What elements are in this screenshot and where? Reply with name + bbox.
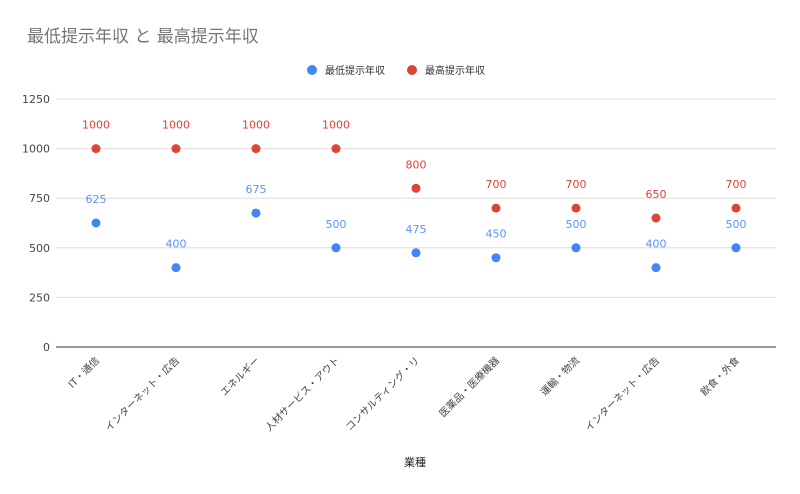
y-tick-label: 500 — [29, 242, 50, 255]
data-point[interactable] — [651, 263, 661, 273]
legend-label: 最高提示年収 — [425, 64, 485, 77]
legend-marker — [407, 65, 417, 75]
data-point[interactable] — [571, 243, 581, 253]
data-point[interactable] — [491, 253, 501, 263]
data-label: 1000 — [162, 119, 190, 132]
data-point[interactable] — [331, 144, 341, 154]
data-label: 700 — [566, 178, 587, 191]
data-label: 500 — [326, 218, 347, 231]
data-label: 500 — [726, 218, 747, 231]
data-label: 500 — [566, 218, 587, 231]
data-label: 650 — [646, 188, 667, 201]
x-tick-label: インターネット・広告 — [102, 354, 182, 434]
legend: 最低提示年収 最高提示年収 — [307, 64, 485, 77]
data-label: 675 — [246, 183, 267, 196]
data-point[interactable] — [91, 144, 101, 154]
data-label: 400 — [166, 238, 187, 251]
data-point[interactable] — [411, 183, 421, 193]
y-tick-label: 1250 — [22, 93, 50, 106]
data-label: 625 — [86, 193, 107, 206]
data-point[interactable] — [331, 243, 341, 253]
data-point[interactable] — [491, 203, 501, 213]
legend-label: 最低提示年収 — [325, 64, 385, 77]
data-point[interactable] — [731, 203, 741, 213]
data-point[interactable] — [171, 263, 181, 273]
x-tick-label: 飲食・外食 — [698, 354, 743, 399]
y-tick-label: 0 — [43, 341, 50, 354]
y-tick-label: 250 — [29, 291, 50, 304]
data-point[interactable] — [651, 213, 661, 223]
data-point[interactable] — [731, 243, 741, 253]
data-label: 800 — [406, 158, 427, 171]
x-tick-label: インターネット・広告 — [582, 354, 662, 434]
legend-marker — [307, 65, 317, 75]
x-tick-label: エネルギー — [218, 355, 262, 399]
data-label: 1000 — [322, 119, 350, 132]
y-tick-label: 750 — [29, 192, 50, 205]
data-label: 475 — [406, 223, 427, 236]
data-label: 700 — [486, 178, 507, 191]
data-point[interactable] — [251, 144, 261, 154]
data-label: 400 — [646, 238, 667, 251]
data-point[interactable] — [411, 248, 421, 258]
data-point[interactable] — [171, 144, 181, 154]
data-label: 1000 — [242, 119, 270, 132]
data-point[interactable] — [251, 208, 261, 218]
x-tick-label: IT・通信 — [66, 355, 102, 391]
x-tick-label: 医薬品・医療機器 — [436, 354, 502, 420]
data-label: 1000 — [82, 119, 110, 132]
data-label: 700 — [726, 178, 747, 191]
x-tick-label: 運輸・物流 — [538, 354, 583, 399]
x-tick-label: コンサルティング・リ — [343, 354, 422, 433]
data-point[interactable] — [91, 218, 101, 228]
x-tick-label: 人材サービス・アウト — [262, 354, 342, 434]
y-tick-label: 1000 — [22, 143, 50, 156]
data-point[interactable] — [571, 203, 581, 213]
x-axis-title: 業種 — [404, 455, 426, 469]
data-label: 450 — [486, 228, 507, 241]
chart-title: 最低提示年収 と 最高提示年収 — [27, 27, 259, 47]
